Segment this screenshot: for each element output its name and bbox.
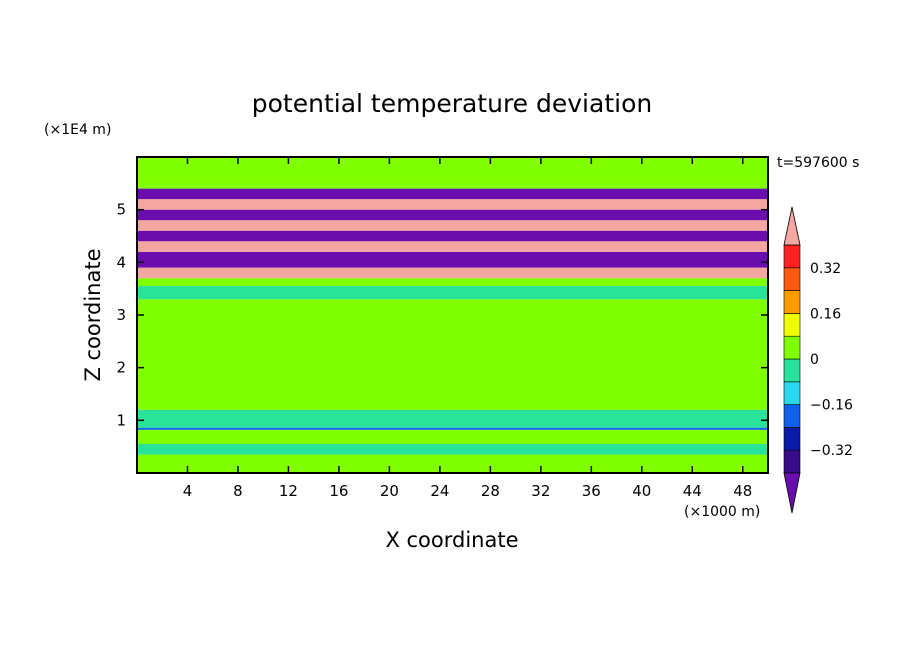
y-axis-label: Z coordinate <box>81 248 105 381</box>
contour-band <box>137 444 768 455</box>
x-unit-label: (×1000 m) <box>684 504 760 520</box>
x-tick-label: 4 <box>183 482 193 500</box>
contour-band <box>137 199 768 210</box>
x-tick-label: 40 <box>632 482 651 500</box>
time-label: t=597600 s <box>777 155 859 171</box>
colorbar-tick-label: 0.32 <box>810 261 841 277</box>
plot-area <box>137 157 768 473</box>
x-tick-label: 36 <box>582 482 601 500</box>
colorbar-segment <box>783 290 801 314</box>
x-tick-label: 28 <box>481 482 500 500</box>
y-tick-label: 5 <box>116 201 126 219</box>
contour-band <box>137 188 768 200</box>
contour-band <box>137 429 768 445</box>
contour-band <box>137 251 768 268</box>
y-tick-label: 2 <box>116 359 126 377</box>
colorbar-tick-label: 0 <box>810 352 819 368</box>
y-tick-label: 1 <box>116 411 126 429</box>
colorbar-segment <box>783 244 801 269</box>
colorbar-segment <box>783 267 801 291</box>
contour-band <box>137 267 768 279</box>
colorbar-extend-bottom <box>783 472 801 514</box>
colorbar-segment <box>783 449 801 474</box>
colorbar: 0.32 0.16 0 −0.16 −0.32 <box>783 206 853 514</box>
colorbar-segment <box>783 335 801 360</box>
contour-band <box>137 299 768 410</box>
y-tick-label: 4 <box>116 253 126 271</box>
colorbar-segment <box>783 381 801 405</box>
x-tick-label: 8 <box>233 482 243 500</box>
x-axis-label: X coordinate <box>385 528 518 552</box>
x-tick-label: 20 <box>380 482 399 500</box>
x-tick-label: 44 <box>683 482 702 500</box>
x-tick-label: 24 <box>430 482 449 500</box>
colorbar-tick-label: 0.16 <box>810 306 841 322</box>
colorbar-extend-top <box>783 206 801 246</box>
contour-band <box>137 454 768 473</box>
contour-band <box>137 157 768 179</box>
y-unit-label: (×1E4 m) <box>44 122 111 138</box>
contour-band <box>137 230 768 242</box>
y-ticks: 1 2 3 4 5 <box>116 201 768 429</box>
contour-band <box>137 278 768 287</box>
x-tick-label: 32 <box>531 482 550 500</box>
x-ticks: 4 8 12 16 20 24 28 32 36 40 44 48 <box>183 157 752 500</box>
colorbar-tick-label: −0.32 <box>810 443 853 459</box>
colorbar-segment <box>783 404 801 428</box>
colorbar-segment <box>783 358 801 383</box>
y-tick-label: 3 <box>116 306 126 324</box>
contour-band <box>137 209 768 221</box>
colorbar-segment <box>783 427 801 451</box>
colorbar-tick-label: −0.16 <box>810 398 853 414</box>
x-tick-label: 48 <box>733 482 752 500</box>
contour-band <box>137 409 768 428</box>
x-tick-label: 12 <box>279 482 298 500</box>
x-tick-label: 16 <box>329 482 348 500</box>
contour-band <box>137 286 768 300</box>
contour-band <box>137 241 768 252</box>
chart-title: potential temperature deviation <box>252 89 652 118</box>
contour-band <box>137 178 768 189</box>
contour-band <box>137 427 768 430</box>
contour-band <box>137 220 768 231</box>
colorbar-segment <box>783 313 801 337</box>
